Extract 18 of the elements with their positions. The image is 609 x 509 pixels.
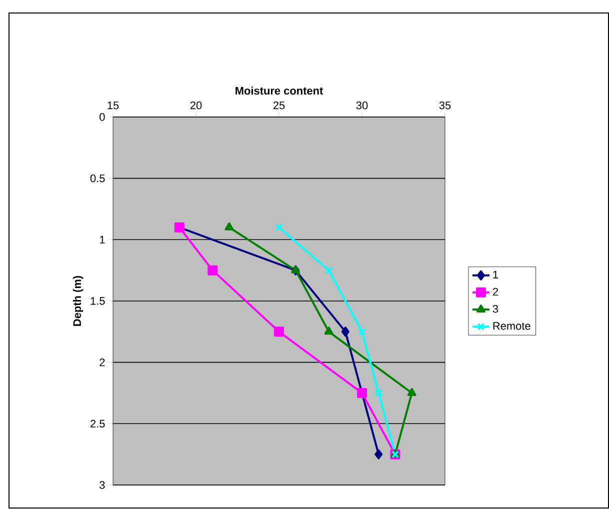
legend-label: 2 [492,288,498,296]
x-tick-label: 15 [108,102,119,110]
y-tick-label: 2.5 [90,420,105,428]
x-tick-label: 20 [190,101,202,110]
y-tick-label: 1.5 [90,297,105,305]
legend-label: 3 [492,304,498,313]
x-tick-label: 30 [356,101,368,110]
y-axis-title: Depth (m) [72,276,84,326]
y-tick-label: 0 [100,113,105,121]
legend-label: Remote [493,322,530,330]
x-tick-label: 25 [273,101,285,110]
legend-label: 1 [493,270,498,278]
x-tick-label: 35 [439,101,451,110]
y-tick-label: 1 [100,236,105,244]
y-tick-label: 3 [100,481,105,489]
y-tick-label: 2 [100,358,105,366]
x-axis-title: Moisture content [236,86,324,95]
y-tick-label: 0.5 [90,174,105,182]
